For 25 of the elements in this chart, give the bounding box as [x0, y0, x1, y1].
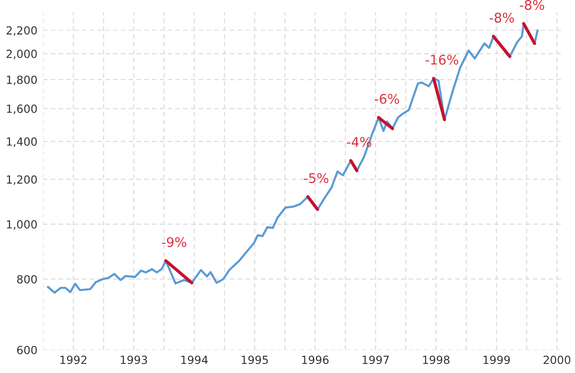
x-tick-label: 1996 [302, 356, 329, 364]
annotation: -6% [374, 94, 400, 104]
y-tick-label: 1,800 [6, 76, 37, 86]
x-tick-label: 1993 [120, 356, 148, 364]
y-tick-label: 600 [17, 346, 37, 354]
x-tick-label: 1995 [242, 356, 268, 364]
annotation: -16% [426, 54, 458, 65]
y-tick-label: 1,400 [6, 137, 37, 147]
annotation: -8% [490, 12, 514, 23]
y-tick-label: 1,600 [6, 104, 37, 114]
line-series [46, 22, 539, 294]
y-tick-label: 800 [17, 275, 37, 284]
x-tick-label: 1992 [60, 356, 86, 364]
x-tick-label: 2000 [544, 356, 570, 364]
x-tick-label: 1994 [181, 356, 208, 364]
y-tick-label: 1,200 [6, 175, 37, 185]
y-tick-label: 2,200 [6, 26, 37, 36]
annotation: -5% [304, 173, 328, 184]
y-tick-label: 2,000 [6, 50, 37, 60]
y-tick-label: 1,000 [6, 220, 37, 230]
annotation: -8% [520, 0, 544, 10]
x-tick-label: 1999 [484, 356, 510, 364]
annotation: -9% [162, 237, 186, 248]
x-tick-label: 1997 [362, 356, 389, 364]
x-tick-label: 1998 [423, 356, 450, 364]
